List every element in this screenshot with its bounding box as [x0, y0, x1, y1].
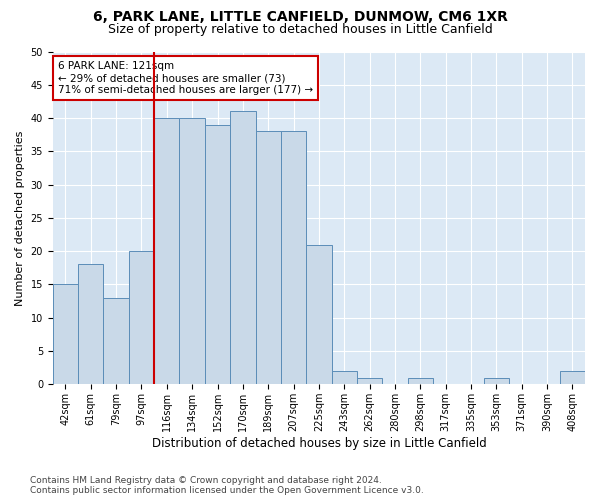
Bar [78, 264, 103, 384]
Bar [179, 118, 205, 384]
Bar [230, 112, 256, 384]
Bar [154, 118, 179, 384]
Bar [357, 378, 382, 384]
Bar [332, 371, 357, 384]
Bar [256, 132, 281, 384]
Bar [484, 378, 509, 384]
Bar [306, 244, 332, 384]
Bar [407, 378, 433, 384]
Bar [103, 298, 129, 384]
Text: 6, PARK LANE, LITTLE CANFIELD, DUNMOW, CM6 1XR: 6, PARK LANE, LITTLE CANFIELD, DUNMOW, C… [92, 10, 508, 24]
Text: 6 PARK LANE: 121sqm
← 29% of detached houses are smaller (73)
71% of semi-detach: 6 PARK LANE: 121sqm ← 29% of detached ho… [58, 62, 313, 94]
Bar [205, 124, 230, 384]
Text: Size of property relative to detached houses in Little Canfield: Size of property relative to detached ho… [107, 22, 493, 36]
Y-axis label: Number of detached properties: Number of detached properties [15, 130, 25, 306]
Bar [129, 251, 154, 384]
X-axis label: Distribution of detached houses by size in Little Canfield: Distribution of detached houses by size … [152, 437, 486, 450]
Bar [281, 132, 306, 384]
Text: Contains HM Land Registry data © Crown copyright and database right 2024.
Contai: Contains HM Land Registry data © Crown c… [30, 476, 424, 495]
Bar [53, 284, 78, 384]
Bar [560, 371, 585, 384]
